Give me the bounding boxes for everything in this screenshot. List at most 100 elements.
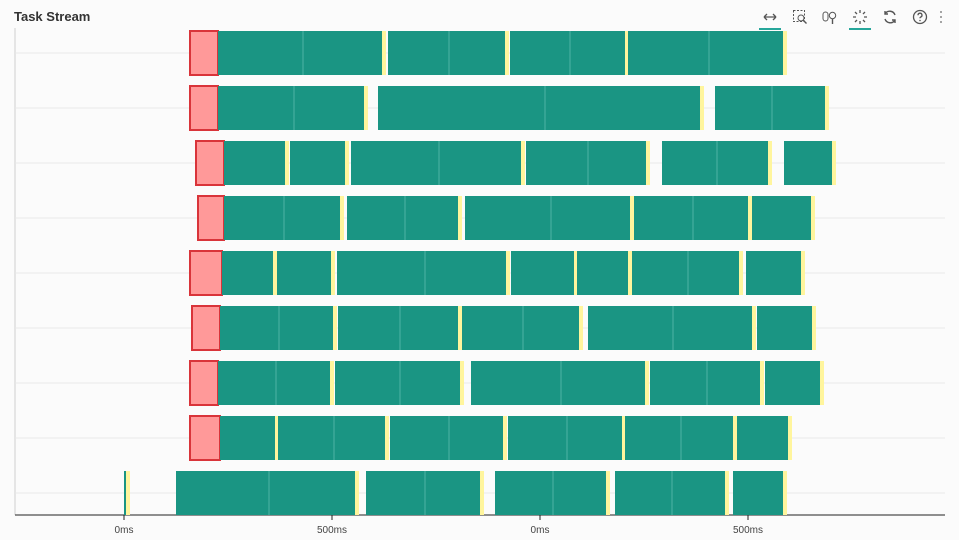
compute-bar (465, 196, 630, 240)
gap-bar (606, 471, 610, 515)
compute-bar (378, 86, 700, 130)
compute-bar (220, 416, 275, 460)
gap-bar (625, 31, 629, 75)
transfer-bar (197, 195, 225, 241)
help-icon[interactable] (905, 6, 935, 28)
gap-bar (622, 416, 626, 460)
transfer-bar (189, 85, 219, 131)
gap-bar (458, 196, 462, 240)
gap-bar (273, 251, 277, 295)
gap-bar (458, 306, 462, 350)
compute-bar (335, 361, 460, 405)
compute-bar (757, 306, 812, 350)
compute-bar (650, 361, 760, 405)
panel-title: Task Stream (14, 9, 91, 24)
compute-bar (347, 196, 458, 240)
compute-bar (526, 141, 646, 185)
gap-bar (760, 361, 764, 405)
gap-bar (752, 306, 756, 350)
gap-bar (460, 361, 464, 405)
gap-bar (788, 416, 792, 460)
compute-bar (351, 141, 521, 185)
compute-bar (337, 251, 506, 295)
gap-bar (825, 86, 829, 130)
toolbar (755, 6, 947, 30)
gap-bar (811, 196, 815, 240)
compute-bar (733, 471, 783, 515)
gap-bar (345, 141, 349, 185)
compute-bar (218, 31, 382, 75)
gap-bar (725, 471, 729, 515)
compute-bar (511, 251, 574, 295)
compute-bar (224, 141, 285, 185)
gap-bar (630, 196, 634, 240)
gap-bar (355, 471, 359, 515)
transfer-bar (191, 305, 221, 351)
gap-bar (645, 361, 649, 405)
compute-bar (715, 86, 825, 130)
gap-bar (628, 251, 632, 295)
compute-bar (632, 251, 739, 295)
compute-bar (495, 471, 606, 515)
compute-bar (628, 31, 783, 75)
x-tick-label: 0ms (530, 525, 550, 536)
gap-bar (783, 31, 787, 75)
gap-bar (801, 251, 805, 295)
compute-bar (577, 251, 628, 295)
more-menu-icon[interactable] (935, 6, 947, 28)
transfer-bar (189, 415, 221, 461)
compute-bar (625, 416, 733, 460)
reset-icon[interactable] (875, 6, 905, 28)
box-zoom-icon[interactable] (785, 6, 815, 28)
x-tick-label: 0ms (114, 525, 134, 536)
gap-bar (503, 416, 507, 460)
tap-icon[interactable] (845, 6, 875, 30)
wheel-zoom-icon[interactable] (815, 6, 845, 28)
pan-icon[interactable] (755, 6, 785, 30)
gap-bar (385, 416, 389, 460)
compute-bar (388, 31, 505, 75)
gap-bar (646, 141, 650, 185)
transfer-bar (189, 30, 219, 76)
gap-bar (768, 141, 772, 185)
compute-bar (662, 141, 768, 185)
gap-bar (832, 141, 836, 185)
gap-bar (812, 306, 816, 350)
compute-bar (634, 196, 748, 240)
gap-bar (275, 416, 279, 460)
compute-bar (746, 251, 801, 295)
gap-bar (521, 141, 525, 185)
gap-bar (574, 251, 578, 295)
compute-bar (784, 141, 832, 185)
transfer-bar (195, 140, 225, 186)
transfer-bar (189, 250, 223, 296)
compute-bar (366, 471, 480, 515)
gap-bar (382, 31, 386, 75)
gap-bar (126, 471, 130, 515)
x-tick-label: 500ms (316, 525, 348, 536)
compute-bar (508, 416, 622, 460)
gap-bar (364, 86, 368, 130)
compute-bar (462, 306, 579, 350)
compute-bar (218, 86, 364, 130)
gap-bar (331, 251, 335, 295)
compute-bar (220, 306, 333, 350)
compute-bar (737, 416, 788, 460)
compute-bar (290, 141, 345, 185)
compute-bar (124, 471, 126, 515)
compute-bar (176, 471, 355, 515)
compute-bar (218, 361, 330, 405)
gap-bar (820, 361, 824, 405)
gap-bar (783, 471, 787, 515)
compute-bar (752, 196, 811, 240)
compute-bar (471, 361, 645, 405)
compute-bar (615, 471, 725, 515)
gap-bar (480, 471, 484, 515)
gap-bar (505, 31, 509, 75)
compute-bar (390, 416, 503, 460)
gap-bar (579, 306, 583, 350)
gap-bar (748, 196, 752, 240)
compute-bar (338, 306, 458, 350)
compute-bar (510, 31, 625, 75)
